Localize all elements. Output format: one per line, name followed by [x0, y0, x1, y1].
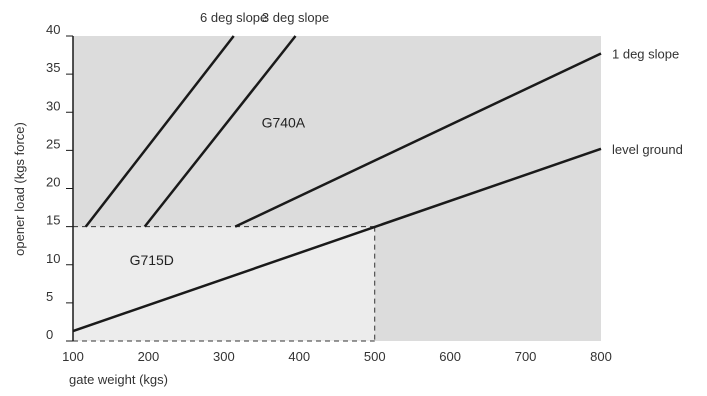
region-g715d-fill [73, 226, 375, 341]
x-tick-label: 400 [288, 349, 310, 364]
axes-layer: 0 5 10 15 20 25 30 35 40 100 200 300 400 500 600 700 800 [46, 22, 612, 364]
region-label-0: G740A [262, 115, 306, 131]
series-line-3 [84, 35, 235, 228]
dashed-reference-layer [73, 226, 376, 342]
y-tick-label: 10 [46, 251, 60, 266]
y-tick-label: 0 [46, 327, 53, 342]
regions-layer [73, 36, 601, 341]
x-tick-label: 700 [515, 349, 537, 364]
labels-layer: gate weight (kgs) opener load (kgs force)… [12, 10, 683, 387]
series-label-1: 1 deg slope [612, 47, 679, 62]
y-tick-label: 35 [46, 60, 60, 75]
x-tick-label: 600 [439, 349, 461, 364]
x-axis-label: gate weight (kgs) [69, 372, 168, 387]
series-line-1 [234, 52, 602, 228]
y-tick-label: 20 [46, 175, 60, 190]
series-lines-layer [72, 35, 602, 333]
series-label-3: 6 deg slope [200, 10, 267, 25]
x-tick-label: 100 [62, 349, 84, 364]
series-line-2 [143, 35, 297, 228]
y-tick-label: 5 [46, 289, 53, 304]
series-label-2: 3 deg slope [262, 10, 329, 25]
y-tick-label: 30 [46, 98, 60, 113]
region-label-1: G715D [130, 252, 174, 268]
y-tick-label: 25 [46, 136, 60, 151]
x-tick-label: 300 [213, 349, 235, 364]
x-tick-label: 800 [590, 349, 612, 364]
series-label-0: level ground [612, 142, 683, 157]
y-axis-label: opener load (kgs force) [12, 122, 27, 256]
y-tick-label: 40 [46, 22, 60, 37]
series-line-0 [72, 147, 602, 333]
x-tick-label: 200 [138, 349, 160, 364]
y-tick-label: 15 [46, 213, 60, 228]
x-tick-label: 500 [364, 349, 386, 364]
